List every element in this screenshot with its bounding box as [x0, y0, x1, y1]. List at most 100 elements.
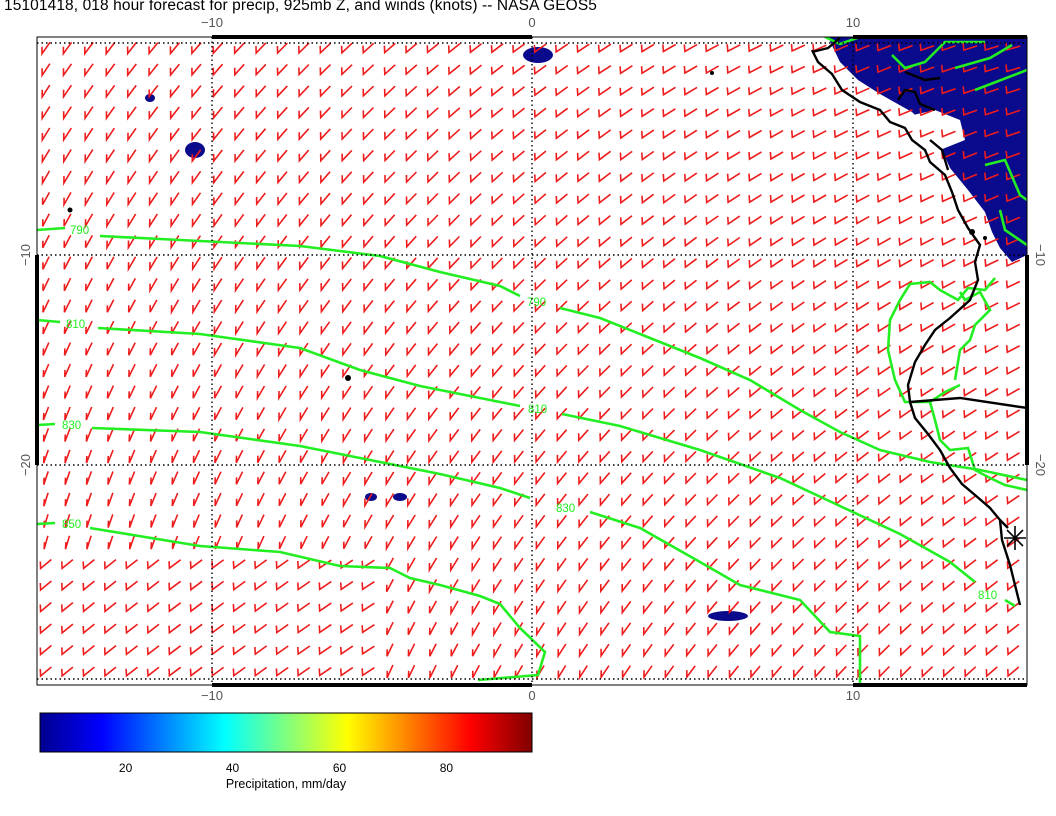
wind-barb — [277, 235, 288, 250]
wind-barb — [642, 493, 654, 507]
wind-barb — [705, 322, 719, 334]
wind-barb — [364, 471, 373, 487]
wind-barb — [64, 406, 71, 421]
wind-barb — [406, 450, 417, 465]
wind-barb — [835, 580, 848, 593]
wind-barb — [362, 64, 375, 77]
wind-barb — [662, 172, 676, 183]
contour-label: 830 — [62, 420, 81, 432]
wind-barb — [877, 387, 891, 398]
wind-barb — [985, 623, 998, 635]
wind-barb — [85, 492, 93, 507]
wind-barb — [577, 300, 590, 313]
wind-barb — [426, 150, 439, 163]
wind-barb — [878, 601, 891, 614]
wind-barb — [192, 321, 201, 337]
wind-barb — [42, 363, 50, 378]
wind-barb — [705, 43, 720, 53]
wind-barb — [705, 151, 719, 161]
wind-barb — [577, 214, 590, 227]
wind-barb — [640, 65, 655, 75]
wind-barb — [941, 387, 956, 398]
wind-barb — [769, 215, 784, 226]
wind-barb — [578, 557, 589, 572]
wind-barb — [941, 194, 956, 203]
wind-barb — [835, 665, 847, 679]
wind-barb — [192, 492, 201, 507]
wind-barb — [63, 234, 72, 249]
wind-barb — [491, 128, 504, 141]
wind-barb — [899, 623, 912, 635]
wind-barb — [128, 342, 136, 356]
wind-barb — [146, 623, 160, 635]
contour-label: 850 — [62, 519, 81, 531]
wind-barb — [213, 364, 223, 377]
wind-barb — [170, 235, 180, 251]
wind-barb — [234, 299, 244, 315]
wind-barb — [683, 108, 698, 118]
wind-barb — [191, 170, 202, 186]
wind-barb — [512, 86, 525, 97]
wind-barb — [449, 407, 460, 422]
wind-barb — [106, 342, 115, 356]
wind-barb — [256, 256, 266, 272]
wind-barb — [385, 364, 395, 379]
wind-barb — [212, 149, 223, 164]
wind-barb — [275, 666, 289, 677]
wind-barb — [85, 471, 93, 485]
wind-barb — [813, 558, 826, 571]
wind-barb — [450, 600, 459, 617]
wind-barb — [684, 193, 698, 204]
wind-barb — [942, 494, 956, 506]
wind-barb — [834, 344, 848, 355]
wind-barb — [855, 323, 870, 333]
wind-barb — [599, 386, 611, 399]
wind-barb — [534, 300, 546, 313]
wind-barb — [211, 666, 225, 678]
wind-barb — [146, 559, 160, 570]
wind-barb — [149, 278, 158, 294]
wind-barb — [407, 621, 416, 636]
wind-barb — [726, 172, 741, 183]
wind-barb — [105, 149, 116, 164]
wind-barb — [963, 366, 977, 376]
wind-barb — [984, 194, 999, 203]
wind-barb — [150, 514, 157, 528]
wind-barb — [621, 665, 632, 680]
wind-barb — [234, 321, 244, 337]
wind-barb — [984, 150, 999, 160]
south-america-coast — [810, 49, 1022, 606]
wind-barb — [385, 557, 395, 571]
wind-barb — [405, 42, 418, 55]
wind-barb — [383, 42, 396, 55]
wind-barb — [534, 386, 546, 400]
wind-barb — [85, 449, 93, 464]
wind-barb — [919, 43, 935, 52]
wind-barb — [406, 407, 417, 422]
wind-barb — [834, 280, 848, 290]
wind-barb — [962, 43, 978, 52]
wind-barb — [876, 173, 892, 182]
wind-barb — [450, 622, 459, 635]
wind-barb — [814, 665, 826, 679]
wind-barb — [642, 601, 653, 615]
wind-barb — [235, 492, 244, 507]
wind-barb — [942, 601, 955, 614]
wind-barb — [898, 301, 913, 311]
wind-barb — [557, 643, 567, 659]
wind-barb — [598, 343, 611, 356]
wind-barb — [385, 428, 395, 444]
wind-barb — [792, 494, 805, 506]
wind-barb — [963, 473, 977, 484]
wind-barb — [84, 106, 94, 121]
wind-barb — [319, 149, 331, 163]
wind-barb — [512, 193, 525, 205]
wind-barb — [664, 601, 675, 615]
wind-barb — [856, 558, 869, 571]
wind-barb — [663, 493, 675, 507]
wind-barb — [255, 192, 266, 207]
wind-barb — [107, 449, 114, 464]
wind-barb — [705, 65, 719, 75]
wind-barb — [278, 514, 287, 528]
wind-barb — [706, 408, 719, 420]
